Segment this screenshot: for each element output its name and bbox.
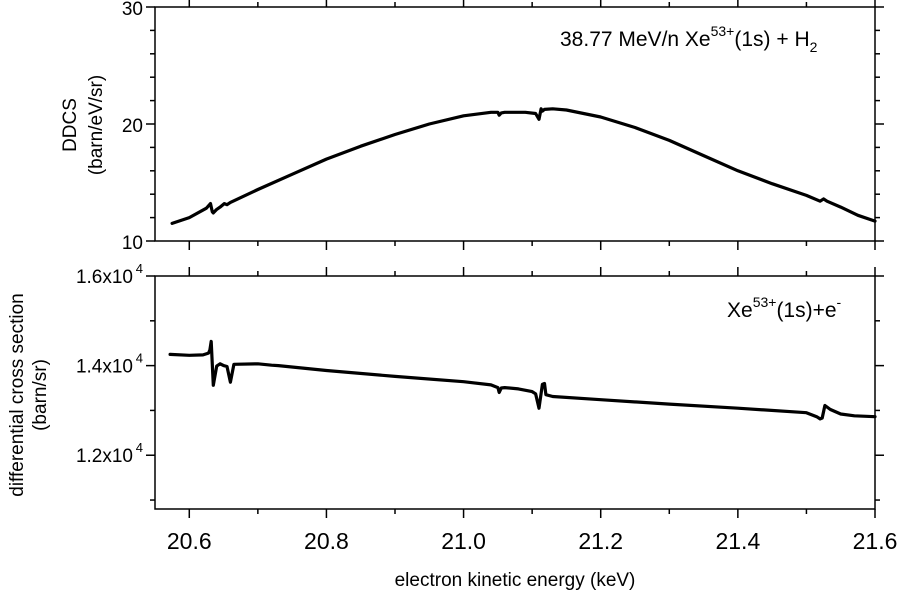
x-tick-label: 20.8 (304, 528, 349, 554)
top-annotation-sup: 53+ (711, 23, 735, 39)
x-tick-label: 21.6 (853, 528, 898, 554)
bottom-annotation-sup2: - (837, 294, 842, 310)
bottom-annotation-sup: 53+ (753, 294, 777, 310)
bottom-y-tick-exponent: 4 (136, 440, 143, 455)
bottom-annotation: Xe53+(1s)+e- (727, 294, 842, 322)
top-series-line (170, 107, 877, 225)
x-axis-label: electron kinetic energy (keV) (395, 570, 636, 591)
top-annotation-sub: 2 (810, 39, 818, 55)
bottom-y-label-line1: differential cross section (7, 293, 28, 496)
top-y-tick-label: 20 (122, 116, 143, 137)
top-y-ticks: 10 20 30 (122, 0, 884, 254)
bottom-plot-frame (154, 275, 876, 510)
x-tick-label: 21.0 (441, 528, 486, 554)
top-y-tick-label: 30 (122, 0, 143, 20)
bottom-y-ticks: 1.2x10 41.4x10 41.6x10 4 (76, 261, 884, 501)
x-tick-label: 21.4 (715, 528, 760, 554)
top-y-tick-label: 10 (122, 233, 143, 254)
bottom-y-tick-label: 1.6x10 (76, 267, 133, 288)
top-annotation-mid: (1s) + H (734, 28, 809, 51)
top-y-label-line2: (barn/eV/sr) (86, 75, 107, 175)
bottom-annotation-mid: (1s)+e (776, 299, 836, 322)
x-tick-label: 21.2 (578, 528, 623, 554)
top-annotation-text: 38.77 MeV/n Xe (560, 28, 711, 51)
bottom-y-tick-exponent: 4 (136, 351, 143, 366)
bottom-panel: 1.2x10 41.4x10 41.6x10 4 20.6 20.8 21.0 21.2 21… (76, 261, 897, 591)
bottom-x-ticks: 20.6 20.8 21.0 21.2 21.4 21.6 (167, 267, 897, 554)
top-x-ticks (188, 0, 876, 250)
bottom-y-tick-label: 1.4x10 (76, 357, 133, 378)
bottom-y-tick-exponent: 4 (136, 261, 143, 276)
top-annotation: 38.77 MeV/n Xe53+(1s) + H2 (560, 23, 818, 55)
x-tick-label: 20.6 (167, 528, 212, 554)
bottom-y-label-line2: (barn/sr) (30, 359, 51, 431)
top-panel: 10 20 30 38.77 MeV/n Xe53+(1s) + H2 DDCS (… (60, 0, 884, 254)
bottom-y-tick-label: 1.2x10 (76, 446, 133, 467)
bottom-annotation-text: Xe (727, 299, 753, 322)
bottom-series-line (168, 339, 877, 421)
top-y-label-line1: DDCS (60, 98, 81, 152)
